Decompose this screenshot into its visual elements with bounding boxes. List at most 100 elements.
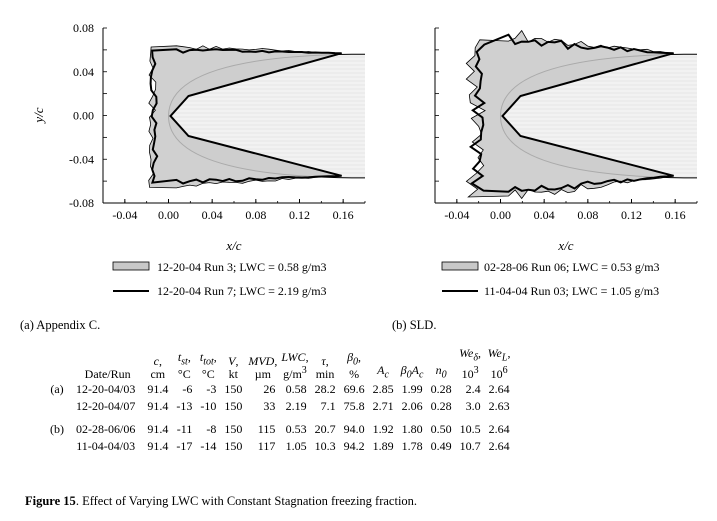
figure-caption: Figure 15. Effect of Varying LWC with Co…	[25, 494, 417, 509]
caption-label: Figure 15	[25, 494, 76, 508]
table-cell: 91.4	[147, 382, 169, 397]
group-label	[42, 398, 72, 415]
table-cell: 2.71	[372, 399, 394, 414]
table-row: (b) 02-28-06/06 91.4 -11 -8 150 115 0.53 20.7 94.…	[42, 421, 514, 438]
table-cell: 2.19	[285, 399, 307, 414]
caption-text: . Effect of Varying LWC with Constant St…	[75, 494, 418, 508]
table-header-row: Date/Run c, cm tst, °C ttot, °C V, kt MVD, µm…	[42, 346, 514, 382]
table-cell: 0.49	[430, 439, 452, 454]
table-cell: -11	[176, 422, 193, 437]
table-cell: 115	[257, 422, 276, 437]
table-cell: 10.7	[459, 439, 481, 454]
panel-label-b: (b) SLD.	[392, 318, 437, 332]
legend-b: 02-28-06 Run 06; LWC = 0.53 g/m3 11-04-0…	[441, 260, 660, 298]
table-cell: 2.64	[488, 422, 510, 437]
table-cell: 0.28	[430, 399, 452, 414]
col-header: tst, °C	[177, 350, 191, 382]
table-cell: 150	[224, 382, 243, 397]
table-cell: -8	[206, 422, 217, 437]
table-cell: 0.58	[285, 382, 307, 397]
table-cell: 33	[263, 399, 276, 414]
table-cell: 2.06	[401, 399, 423, 414]
table-cell: -6	[182, 382, 193, 397]
table-cell: 2.64	[488, 439, 510, 454]
ice-shape-run03	[468, 33, 674, 193]
x-tick-label: -0.04	[444, 208, 469, 222]
col-header: β0,%	[347, 350, 362, 382]
table-row: (a) 12-20-04/03 91.4 -6 -3 150 26 0.58 28.2 69.6 2…	[42, 381, 514, 398]
table-cell: 91.4	[147, 422, 169, 437]
legend-swatch-filled	[441, 261, 479, 271]
table-cell: 1.89	[372, 439, 394, 454]
table-cell: 12-20-04/07	[76, 399, 136, 414]
table-cell: 2.85	[372, 382, 394, 397]
parameter-table: Date/Run c, cm tst, °C ttot, °C V, kt MVD, µm…	[42, 346, 514, 455]
table-cell: 2.4	[465, 382, 481, 397]
table-row: 11-04-04/03 91.4 -17 -14 150 117 1.05 10.3 94.2 1…	[42, 438, 514, 455]
col-header: V, kt	[228, 354, 239, 382]
legend-entry: 12-20-04 Run 3; LWC = 0.58 g/m3	[157, 260, 327, 274]
y-tick-label: 0.00	[73, 109, 94, 123]
table-cell: 1.92	[372, 422, 394, 437]
col-header: LWC, g/m3	[281, 350, 309, 382]
legend-entry: 11-04-04 Run 03; LWC = 1.05 g/m3	[484, 284, 659, 298]
y-tick-label: 0.08	[73, 21, 94, 35]
table-cell: -3	[206, 382, 217, 397]
axes-a: -0.04 0.00 0.04 0.08 0.12 0.16 0.08 0.04 0.00 -0.…	[69, 21, 366, 222]
table-cell: 91.4	[147, 439, 169, 454]
table-cell: 91.4	[147, 399, 169, 414]
table-cell: -10	[200, 399, 217, 414]
table-cell: 94.2	[343, 439, 365, 454]
y-axis-label-a: y/c	[31, 107, 46, 124]
table-cell: 150	[224, 439, 243, 454]
col-header: Weδ, 103	[459, 346, 481, 382]
ice-shape-run7	[149, 48, 342, 185]
x-tick-label: 0.00	[158, 208, 179, 222]
col-header: ttot, °C	[199, 350, 217, 382]
table-cell: 75.8	[343, 399, 365, 414]
x-tick-label: -0.04	[112, 208, 137, 222]
table-row: 12-20-04/07 91.4 -13 -10 150 33 2.19 7.1 75.8 2.7…	[42, 398, 514, 415]
panel-label-a: (a) Appendix C.	[20, 318, 101, 332]
table-cell: 3.0	[465, 399, 481, 414]
col-header: Ac	[377, 363, 389, 381]
table-cell: 69.6	[343, 382, 365, 397]
table-cell: 7.1	[320, 399, 336, 414]
axes-b: -0.04 0.00 0.04 0.08 0.12 0.16	[434, 27, 698, 222]
table-cell: 0.50	[430, 422, 452, 437]
table-cell: 94.0	[343, 422, 365, 437]
table-cell: 1.99	[401, 382, 423, 397]
x-axis-label-a: x/c	[225, 238, 241, 253]
legend-entry: 02-28-06 Run 06; LWC = 0.53 g/m3	[484, 260, 660, 274]
x-tick-label: 0.08	[577, 208, 598, 222]
table-cell: 2.63	[488, 399, 510, 414]
table-cell: -17	[176, 439, 193, 454]
table-cell: 150	[224, 422, 243, 437]
table-body: (a) 12-20-04/03 91.4 -6 -3 150 26 0.58 28.2 69.6 2…	[42, 381, 514, 455]
col-header: c, cm	[150, 354, 166, 382]
y-tick-label: -0.08	[69, 196, 94, 210]
x-tick-label: 0.04	[202, 208, 223, 222]
group-label: (b)	[50, 422, 64, 437]
table-cell: 2.64	[488, 382, 510, 397]
x-tick-label: 0.08	[245, 208, 266, 222]
table-cell: 28.2	[314, 382, 336, 397]
y-tick-label: -0.04	[69, 152, 94, 166]
col-header: β0Ac	[400, 363, 424, 381]
group-label: (a)	[50, 382, 64, 397]
table-cell: -13	[176, 399, 193, 414]
chart-panel-b: -0.04 0.00 0.04 0.08 0.12 0.16 x/c	[434, 27, 698, 253]
table-cell: 20.7	[314, 422, 336, 437]
table-cell: 11-04-04/03	[76, 439, 136, 454]
x-tick-label: 0.16	[665, 208, 686, 222]
table-cell: 10.3	[314, 439, 336, 454]
x-tick-label: 0.04	[534, 208, 555, 222]
table-cell: 117	[257, 439, 276, 454]
col-header: τ, min	[315, 354, 335, 382]
x-tick-label: 0.12	[289, 208, 310, 222]
table-cell: 12-20-04/03	[76, 382, 136, 397]
col-header: n0	[435, 363, 447, 381]
col-header: MVD, µm	[248, 354, 278, 382]
table-cell: 26	[263, 382, 276, 397]
